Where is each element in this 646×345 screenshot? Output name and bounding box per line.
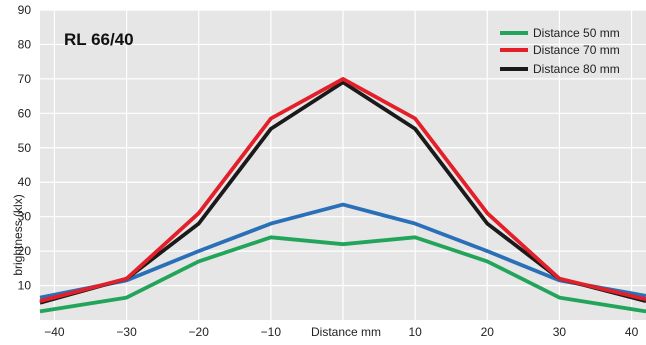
y-tick-label-20: 20	[18, 244, 32, 258]
x-tick-label--20: −20	[189, 325, 210, 339]
x-tick-label--30: −30	[116, 325, 137, 339]
series-line-0	[39, 235, 646, 314]
x-tick-label--40: −40	[44, 325, 65, 339]
x-tick-label-20: 20	[481, 325, 495, 339]
y-tick-label-10: 10	[18, 279, 32, 293]
x-tick-label-40: 40	[625, 325, 639, 339]
y-tick-label-30: 30	[18, 210, 32, 224]
series-layer	[39, 77, 646, 314]
y-tick-label-40: 40	[18, 175, 32, 189]
series-line-3	[39, 77, 646, 303]
x-axis-label: Distance mm	[311, 325, 381, 339]
series-line-1	[39, 202, 646, 300]
series-line-2	[39, 80, 646, 305]
y-tick-label-50: 50	[18, 141, 32, 155]
y-axis-ticks: 10 20 30 40 50 60 70 80 90	[18, 3, 32, 293]
x-axis-ticks: −40 −30 −20 −10 10 20 30 40	[44, 325, 638, 339]
y-tick-label-90: 90	[18, 3, 32, 17]
y-tick-label-70: 70	[18, 72, 32, 86]
y-tick-label-80: 80	[18, 37, 32, 51]
chart-title: RL 66/40	[64, 30, 134, 49]
x-tick-label-30: 30	[553, 325, 567, 339]
legend-label-80mm: Distance 80 mm	[533, 62, 620, 76]
legend-label-50mm: Distance 50 mm	[533, 26, 620, 40]
x-tick-label--10: −10	[261, 325, 282, 339]
y-tick-label-60: 60	[18, 106, 32, 120]
legend-label-70mm: Distance 70 mm	[533, 43, 620, 57]
legend: Distance 50 mm Distance 70 mm Distance 8…	[500, 26, 620, 76]
y-axis-label: brightness (klx)	[11, 194, 25, 275]
x-tick-label-10: 10	[408, 325, 422, 339]
